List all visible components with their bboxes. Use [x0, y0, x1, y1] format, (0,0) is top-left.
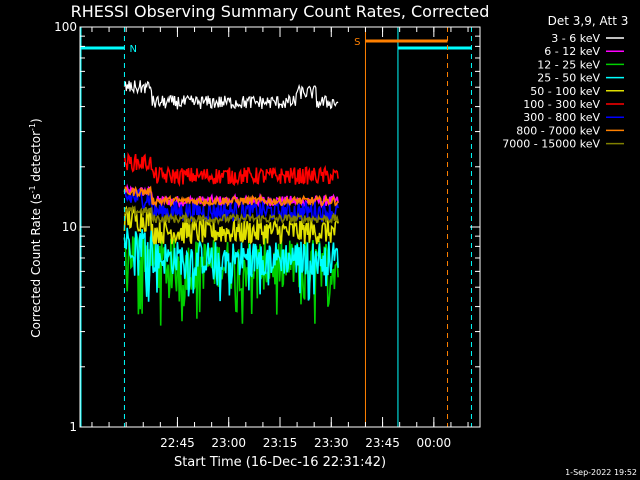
series-line-7000-15000-kev [123, 205, 339, 226]
interval-layer: NS [80, 27, 472, 427]
legend-label: 25 - 50 keV [537, 72, 600, 85]
x-tick-label: 23:15 [263, 436, 298, 450]
legend-label: 3 - 6 keV [551, 32, 600, 45]
saa-label: S [354, 37, 360, 48]
legend-header: Det 3,9, Att 3 [548, 14, 629, 28]
x-axis-label: Start Time (16-Dec-16 22:31:42) [174, 455, 386, 470]
series-line-100-300-kev [123, 151, 339, 188]
x-tick-label: 23:00 [211, 436, 246, 450]
legend-label: 50 - 100 keV [530, 85, 600, 98]
legend-label: 6 - 12 keV [544, 45, 600, 58]
series-line-300-800-kev [124, 189, 339, 223]
series-line-800-7000-kev [123, 185, 339, 208]
series-line-25-50-kev [123, 227, 339, 302]
x-tick-label: 00:00 [417, 436, 452, 450]
legend-label: 7000 - 15000 keV [502, 138, 600, 151]
footer-date: 1-Sep-2022 19:52 [565, 468, 637, 477]
y-tick-label: 1 [69, 420, 77, 434]
legend-label: 100 - 300 keV [523, 98, 600, 111]
x-tick-label: 22:45 [160, 436, 195, 450]
legend-label: 300 - 800 keV [523, 111, 600, 124]
chart-title: RHESSI Observing Summary Count Rates, Co… [71, 2, 490, 21]
legend-label: 12 - 25 keV [537, 58, 600, 71]
x-tick-label: 23:45 [365, 436, 400, 450]
series-line-12-25-kev [123, 234, 339, 326]
y-axis: 1 10 100 [54, 20, 480, 434]
y-tick-label: 10 [62, 220, 77, 234]
series-line-50-100-kev [123, 205, 339, 245]
night-label: N [129, 44, 136, 55]
data-series-layer [123, 80, 339, 326]
y-axis-label: Corrected Count Rate (s-1 detector-1) [28, 118, 43, 337]
legend-label: 800 - 7000 keV [516, 124, 600, 137]
x-axis: 22:45 23:00 23:15 23:30 23:45 00:00 [91, 27, 469, 450]
series-line-3-6-kev [123, 80, 339, 110]
y-tick-label: 100 [54, 20, 77, 34]
x-tick-label: 23:30 [314, 436, 349, 450]
